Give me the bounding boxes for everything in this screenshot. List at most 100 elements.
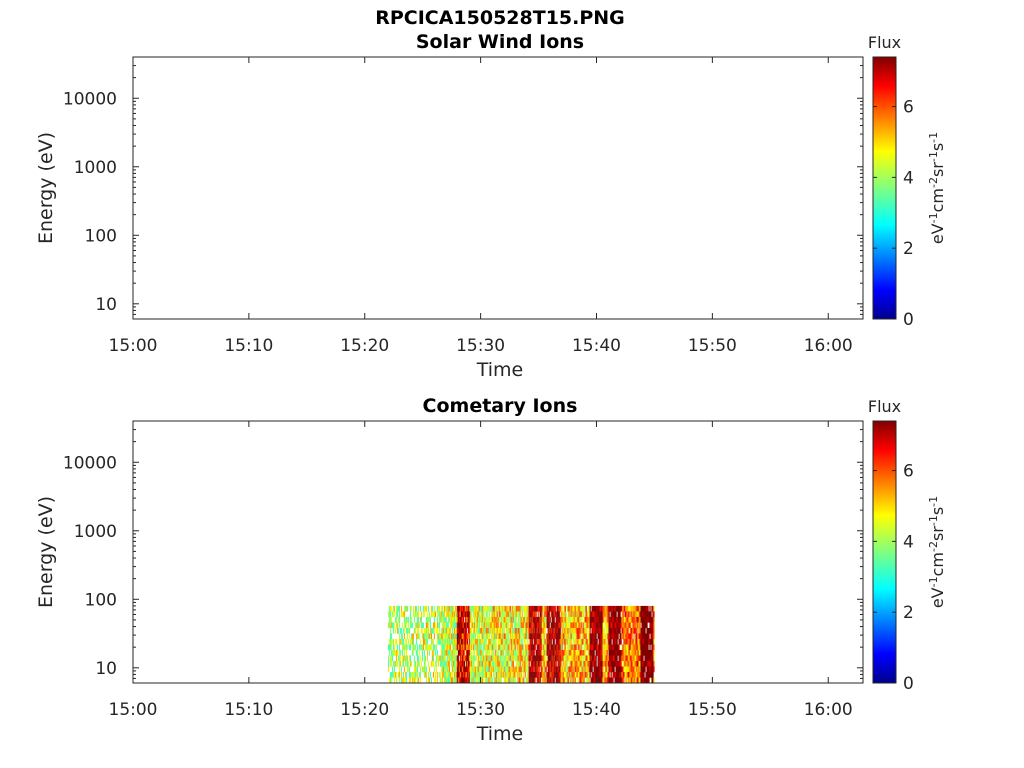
spectrogram-cell (541, 638, 543, 645)
spectrogram-cell (532, 677, 534, 684)
spectrogram-cell (458, 644, 460, 651)
spectrogram-cell (546, 622, 548, 629)
spectrogram-cell (502, 644, 504, 651)
spectrogram-cell (435, 660, 438, 667)
spectrogram-cell (628, 638, 630, 645)
spectrogram-cell (637, 622, 639, 629)
spectrogram-cell (433, 622, 436, 629)
spectrogram-cell (484, 622, 486, 629)
spectrogram-cell (608, 677, 610, 684)
spectrogram-cell (407, 616, 410, 623)
spectrogram-cell (458, 616, 460, 623)
spectrogram-cell (511, 671, 513, 678)
spectrogram-cell (447, 616, 450, 623)
spectrogram-cell (559, 638, 561, 645)
spectrogram-cell (610, 633, 612, 640)
spectrogram-cell (469, 638, 471, 645)
spectrogram-cell (510, 677, 512, 684)
spectrogram-cell (521, 616, 523, 623)
spectrogram-cell (601, 616, 603, 623)
spectrogram-cell (452, 638, 454, 645)
spectrogram-cell (504, 671, 506, 678)
x-axis-label: Time (476, 359, 524, 381)
spectrogram-cell (470, 616, 472, 623)
spectrogram-cell (416, 660, 419, 667)
spectrogram-cell (533, 611, 535, 618)
spectrogram-cell (567, 622, 569, 629)
spectrogram-cell (459, 644, 461, 651)
spectrogram-cell (441, 666, 444, 673)
spectrogram-cell (422, 644, 425, 651)
spectrogram-cell (605, 622, 607, 629)
spectrogram-cell (514, 671, 516, 678)
spectrogram-cell (651, 633, 653, 640)
spectrogram-cell (623, 655, 625, 662)
spectrogram-cell (500, 644, 502, 651)
spectrogram-cell (391, 649, 394, 656)
spectrogram-cell (549, 649, 551, 656)
spectrogram-cell (461, 616, 463, 623)
spectrogram-cell (649, 616, 651, 623)
spectrogram-cell (508, 666, 510, 673)
spectrogram-cell (504, 660, 506, 667)
spectrogram-cell (568, 605, 570, 612)
spectrogram-cell (577, 622, 579, 629)
spectrogram-cell (595, 666, 597, 673)
spectrogram-cell (449, 633, 452, 640)
spectrogram-cell (582, 677, 584, 684)
spectrogram-cell (485, 649, 487, 656)
spectrogram-cell (422, 638, 425, 645)
spectrogram-cell (446, 677, 449, 684)
spectrogram-cell (590, 633, 592, 640)
spectrogram-cell (549, 633, 551, 640)
spectrogram-cell (515, 627, 517, 634)
spectrogram-cell (567, 605, 569, 612)
spectrogram-cell (570, 660, 572, 667)
spectrogram-cell (553, 611, 555, 618)
spectrogram-cell (476, 633, 478, 640)
spectrogram-cell (470, 638, 472, 645)
spectrogram-cell (542, 677, 544, 684)
spectrogram-cell (421, 644, 424, 651)
x-axis-label: Time (476, 723, 524, 745)
spectrogram-cell (524, 633, 526, 640)
spectrogram-cell (459, 677, 461, 684)
spectrogram-cell (515, 638, 517, 645)
spectrogram-cell (577, 644, 579, 651)
spectrogram-cell (499, 622, 501, 629)
spectrogram-cell (424, 671, 427, 678)
spectrogram-cell (527, 605, 529, 612)
spectrogram-cell (520, 627, 522, 634)
spectrogram-cell (562, 638, 564, 645)
spectrogram-cell (533, 660, 535, 667)
spectrogram-cell (510, 611, 512, 618)
spectrogram-cell (400, 627, 403, 634)
spectrogram-cell (562, 666, 564, 673)
spectrogram-cell (598, 633, 600, 640)
spectrogram-cell (483, 644, 485, 651)
spectrogram-cell (615, 633, 617, 640)
spectrogram-cell (541, 605, 543, 612)
spectrogram-cell (506, 649, 508, 656)
spectrogram-cell (565, 622, 567, 629)
spectrogram-cell (587, 633, 589, 640)
spectrogram-cell (552, 616, 554, 623)
spectrogram-cell (528, 605, 530, 612)
spectrogram-cell (610, 638, 612, 645)
spectrogram-cell (407, 666, 410, 673)
spectrogram-cell (651, 677, 653, 684)
spectrogram-cell (434, 611, 437, 618)
spectrogram-cell (613, 649, 615, 656)
spectrogram-cell (488, 611, 490, 618)
spectrogram-cell (402, 660, 405, 667)
spectrogram-cell (499, 605, 501, 612)
spectrogram-cell (568, 616, 570, 623)
spectrogram-cell (636, 605, 638, 612)
spectrogram-cell (544, 622, 546, 629)
spectrogram-cell (454, 666, 456, 673)
spectrogram-cell (472, 671, 474, 678)
spectrogram-cell (581, 677, 583, 684)
spectrogram-cell (639, 649, 641, 656)
spectrogram-cell (570, 622, 572, 629)
spectrogram-cell (563, 644, 565, 651)
